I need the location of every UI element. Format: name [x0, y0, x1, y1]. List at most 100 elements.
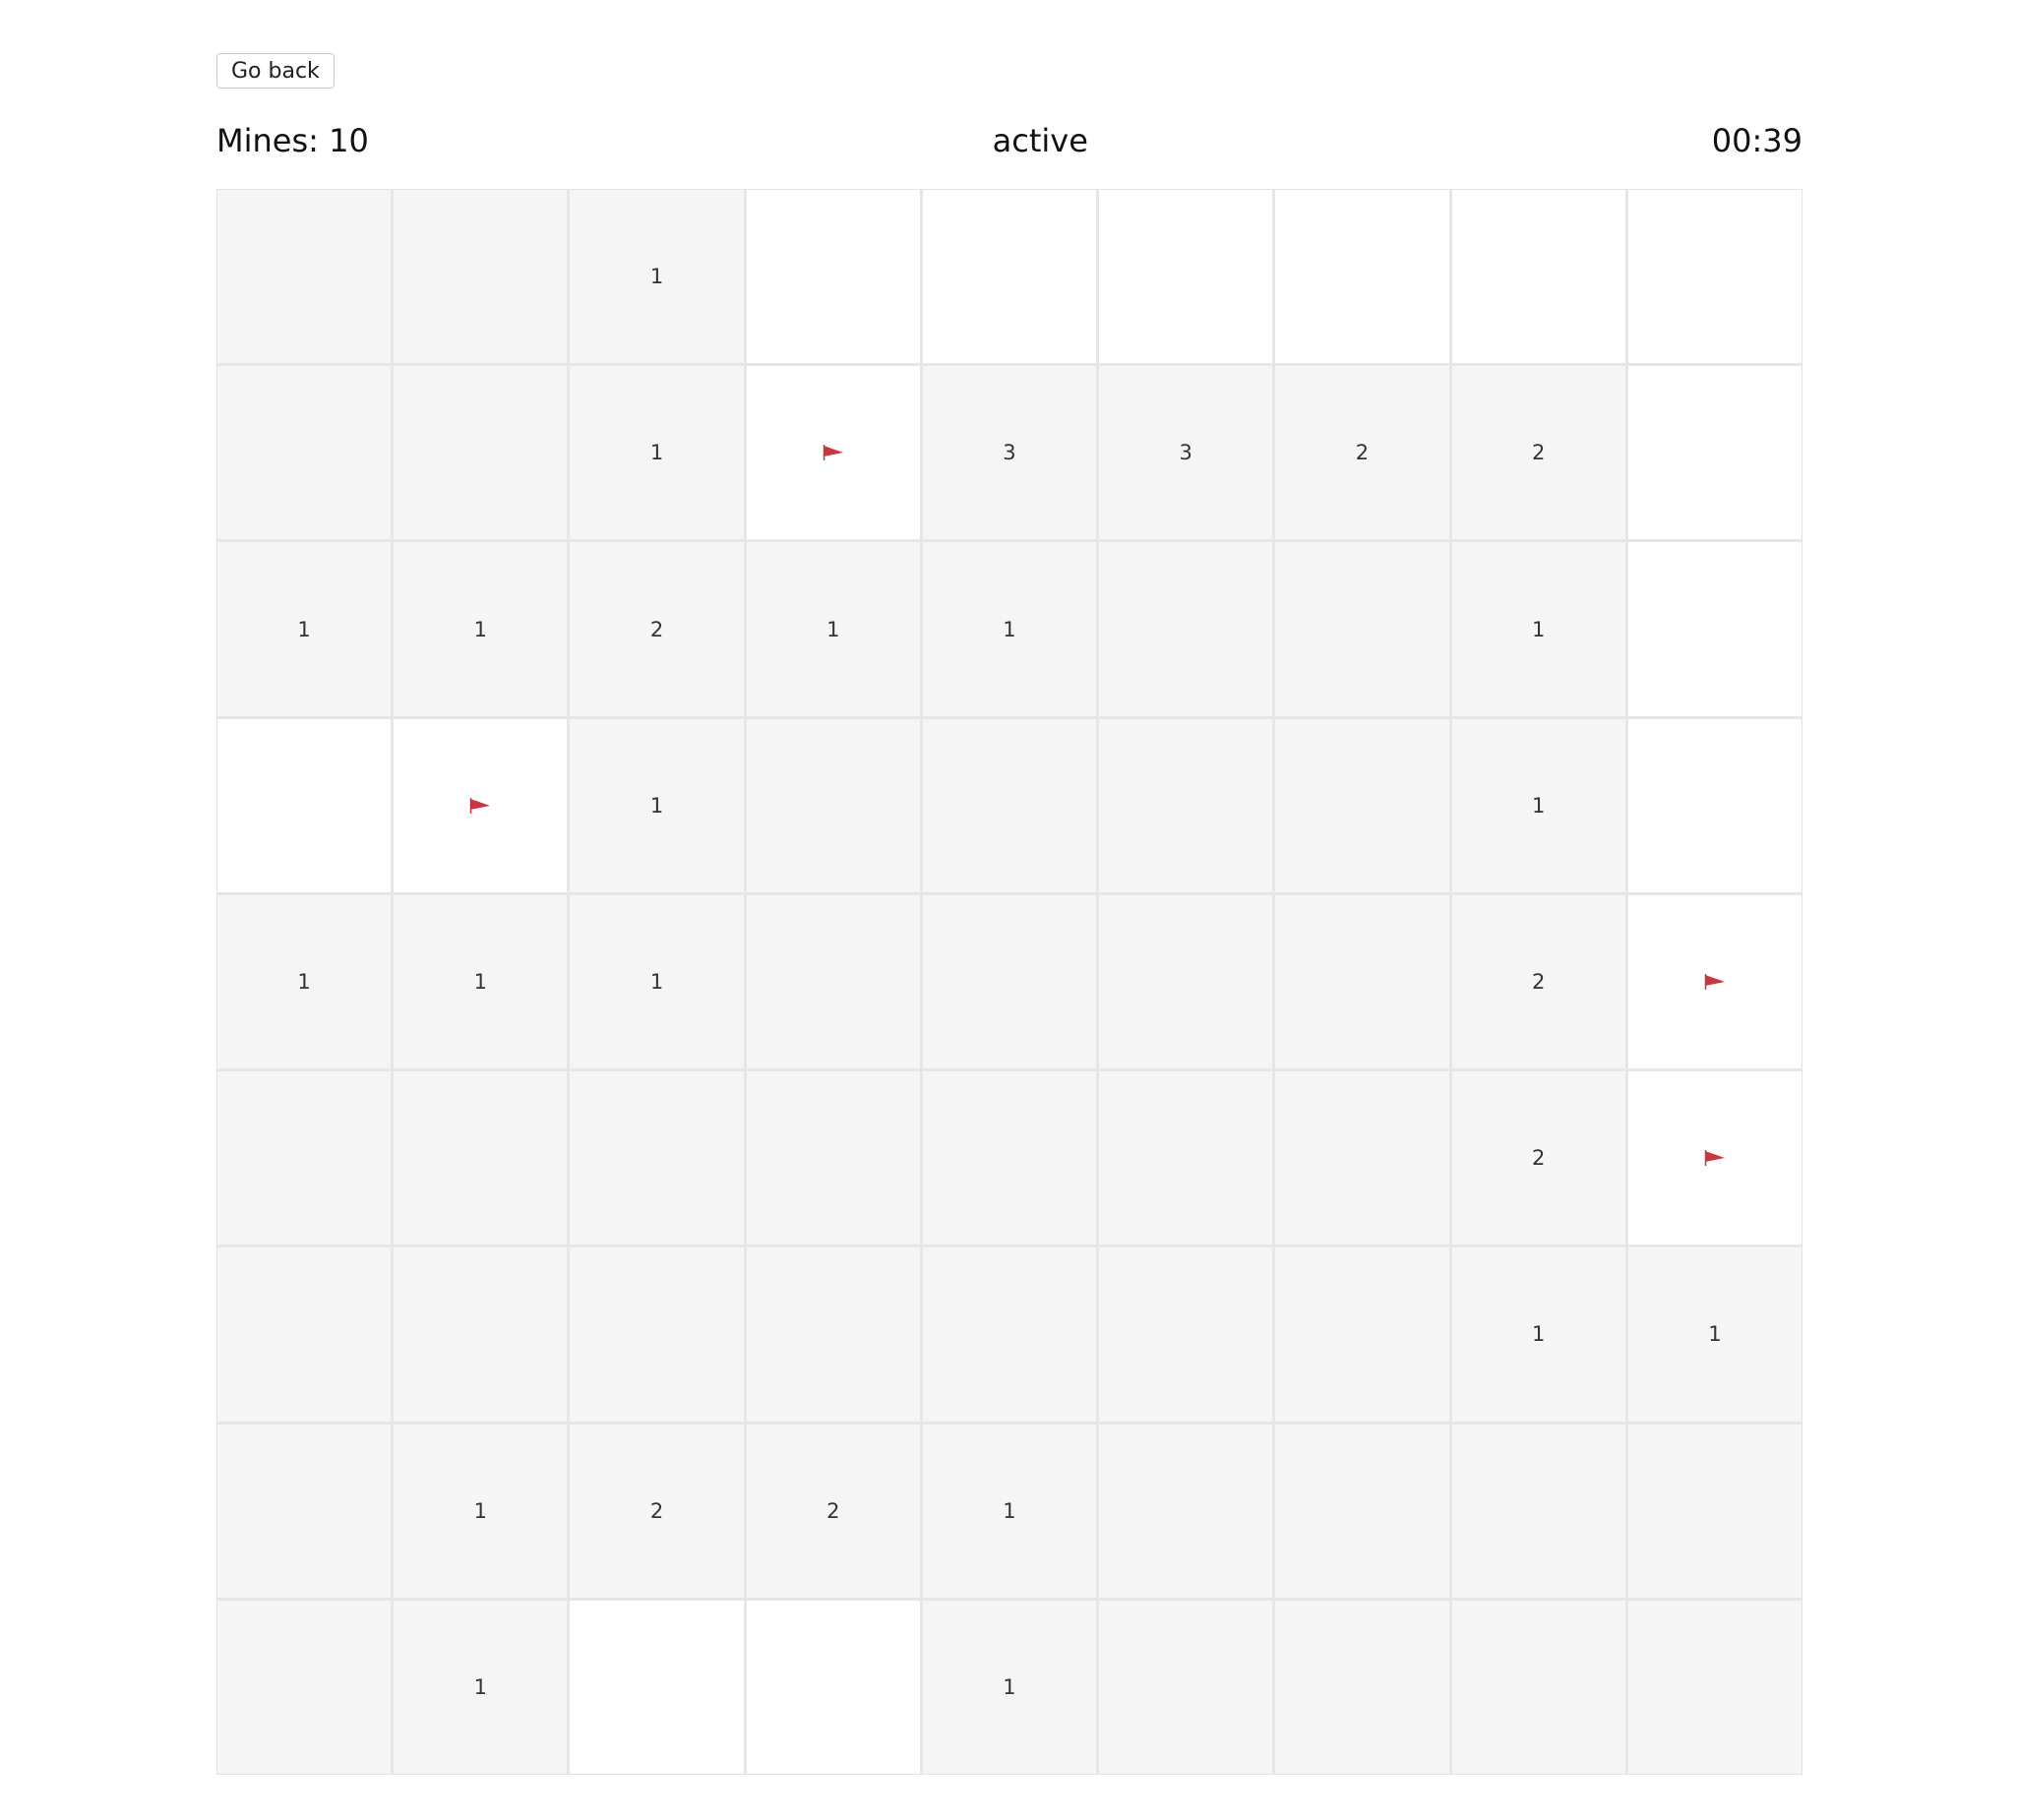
- cell-revealed-empty[interactable]: [746, 1071, 920, 1245]
- cell-revealed-empty[interactable]: [1099, 542, 1273, 716]
- cell-revealed-empty[interactable]: [1099, 1071, 1273, 1245]
- cell-number[interactable]: 1: [1627, 1247, 1802, 1422]
- cell-revealed-empty[interactable]: [1627, 1600, 1802, 1774]
- cell-number-label: 1: [1003, 617, 1016, 641]
- cell-number-label: 1: [473, 617, 488, 641]
- cell-number-label: 1: [1531, 793, 1546, 818]
- cell-number[interactable]: 1: [1451, 1247, 1625, 1422]
- cell-number[interactable]: 2: [570, 542, 744, 716]
- cell-revealed-empty[interactable]: [1627, 1424, 1802, 1598]
- cell-flagged[interactable]: [1627, 1071, 1802, 1245]
- cell-number[interactable]: 1: [217, 542, 392, 716]
- cell-hidden[interactable]: [1275, 190, 1449, 364]
- cell-flagged[interactable]: [746, 366, 920, 540]
- cell-revealed-empty[interactable]: [1099, 1600, 1273, 1774]
- cell-number-label: 1: [1708, 1322, 1722, 1347]
- cell-number[interactable]: 1: [394, 542, 568, 716]
- mine-counter: Mines: 10: [216, 122, 369, 159]
- cell-revealed-empty[interactable]: [570, 1071, 744, 1245]
- cell-number-label: 1: [1531, 617, 1546, 641]
- cell-revealed-empty[interactable]: [1275, 542, 1449, 716]
- cell-hidden[interactable]: [570, 1600, 744, 1774]
- cell-revealed-empty[interactable]: [922, 1071, 1097, 1245]
- cell-hidden[interactable]: [746, 190, 920, 364]
- cell-revealed-empty[interactable]: [394, 1247, 568, 1422]
- cell-flagged[interactable]: [1627, 894, 1802, 1069]
- cell-number[interactable]: 1: [394, 1424, 568, 1598]
- game-state: active: [992, 122, 1088, 159]
- cell-revealed-empty[interactable]: [922, 718, 1097, 892]
- cell-revealed-empty[interactable]: [1275, 1071, 1449, 1245]
- cell-hidden[interactable]: [1627, 190, 1802, 364]
- cell-number[interactable]: 1: [922, 1424, 1097, 1598]
- cell-number-label: 1: [1003, 1674, 1016, 1699]
- cell-revealed-empty[interactable]: [1099, 1247, 1273, 1422]
- cell-number[interactable]: 1: [217, 894, 392, 1069]
- cell-number-label: 1: [826, 617, 840, 641]
- cell-revealed-empty[interactable]: [217, 1424, 392, 1598]
- cell-number-label: 1: [1531, 1322, 1546, 1347]
- cell-number-label: 1: [1003, 1498, 1016, 1523]
- cell-number[interactable]: 2: [1451, 366, 1625, 540]
- cell-revealed-empty[interactable]: [1451, 1600, 1625, 1774]
- cell-revealed-empty[interactable]: [746, 718, 920, 892]
- cell-number[interactable]: 1: [394, 1600, 568, 1774]
- cell-number[interactable]: 2: [1275, 366, 1449, 540]
- cell-revealed-empty[interactable]: [746, 1247, 920, 1422]
- cell-number[interactable]: 1: [922, 1600, 1097, 1774]
- cell-revealed-empty[interactable]: [217, 190, 392, 364]
- cell-number[interactable]: 2: [570, 1424, 744, 1598]
- cell-number[interactable]: 1: [1451, 718, 1625, 892]
- cell-number[interactable]: 1: [746, 542, 920, 716]
- cell-revealed-empty[interactable]: [1275, 1424, 1449, 1598]
- cell-revealed-empty[interactable]: [1275, 1600, 1449, 1774]
- cell-revealed-empty[interactable]: [1099, 718, 1273, 892]
- cell-revealed-empty[interactable]: [1099, 894, 1273, 1069]
- cell-hidden[interactable]: [746, 1600, 920, 1774]
- cell-number[interactable]: 2: [746, 1424, 920, 1598]
- cell-number[interactable]: 3: [922, 366, 1097, 540]
- cell-revealed-empty[interactable]: [217, 366, 392, 540]
- cell-hidden[interactable]: [1627, 542, 1802, 716]
- cell-revealed-empty[interactable]: [1275, 894, 1449, 1069]
- cell-revealed-empty[interactable]: [1275, 718, 1449, 892]
- cell-number[interactable]: 1: [1451, 542, 1625, 716]
- cell-revealed-empty[interactable]: [922, 1247, 1097, 1422]
- cell-revealed-empty[interactable]: [394, 190, 568, 364]
- go-back-button[interactable]: Go back: [216, 53, 335, 89]
- cell-number-label: 2: [1531, 1146, 1546, 1171]
- cell-hidden[interactable]: [1627, 366, 1802, 540]
- cell-revealed-empty[interactable]: [1451, 1424, 1625, 1598]
- cell-revealed-empty[interactable]: [570, 1247, 744, 1422]
- cell-number[interactable]: 1: [570, 894, 744, 1069]
- cell-number-label: 2: [649, 617, 664, 641]
- flag-icon: [823, 445, 843, 461]
- cell-number-label: 3: [1003, 441, 1016, 465]
- cell-hidden[interactable]: [922, 190, 1097, 364]
- cell-number[interactable]: 2: [1451, 1071, 1625, 1245]
- cell-number[interactable]: 1: [570, 190, 744, 364]
- cell-number-label: 2: [649, 1498, 664, 1523]
- cell-number[interactable]: 2: [1451, 894, 1625, 1069]
- cell-revealed-empty[interactable]: [746, 894, 920, 1069]
- cell-revealed-empty[interactable]: [217, 1071, 392, 1245]
- cell-revealed-empty[interactable]: [1099, 1424, 1273, 1598]
- cell-number[interactable]: 1: [570, 366, 744, 540]
- cell-revealed-empty[interactable]: [394, 1071, 568, 1245]
- cell-number[interactable]: 1: [922, 542, 1097, 716]
- cell-hidden[interactable]: [1627, 718, 1802, 892]
- cell-revealed-empty[interactable]: [1275, 1247, 1449, 1422]
- cell-number[interactable]: 1: [394, 894, 568, 1069]
- cell-hidden[interactable]: [217, 718, 392, 892]
- cell-number[interactable]: 3: [1099, 366, 1273, 540]
- flag-icon: [1704, 973, 1725, 990]
- cell-revealed-empty[interactable]: [394, 366, 568, 540]
- cell-revealed-empty[interactable]: [217, 1600, 392, 1774]
- cell-revealed-empty[interactable]: [922, 894, 1097, 1069]
- cell-hidden[interactable]: [1451, 190, 1625, 364]
- cell-number[interactable]: 1: [570, 718, 744, 892]
- cell-hidden[interactable]: [1099, 190, 1273, 364]
- cell-number-label: 2: [1531, 969, 1546, 994]
- cell-flagged[interactable]: [394, 718, 568, 892]
- cell-revealed-empty[interactable]: [217, 1247, 392, 1422]
